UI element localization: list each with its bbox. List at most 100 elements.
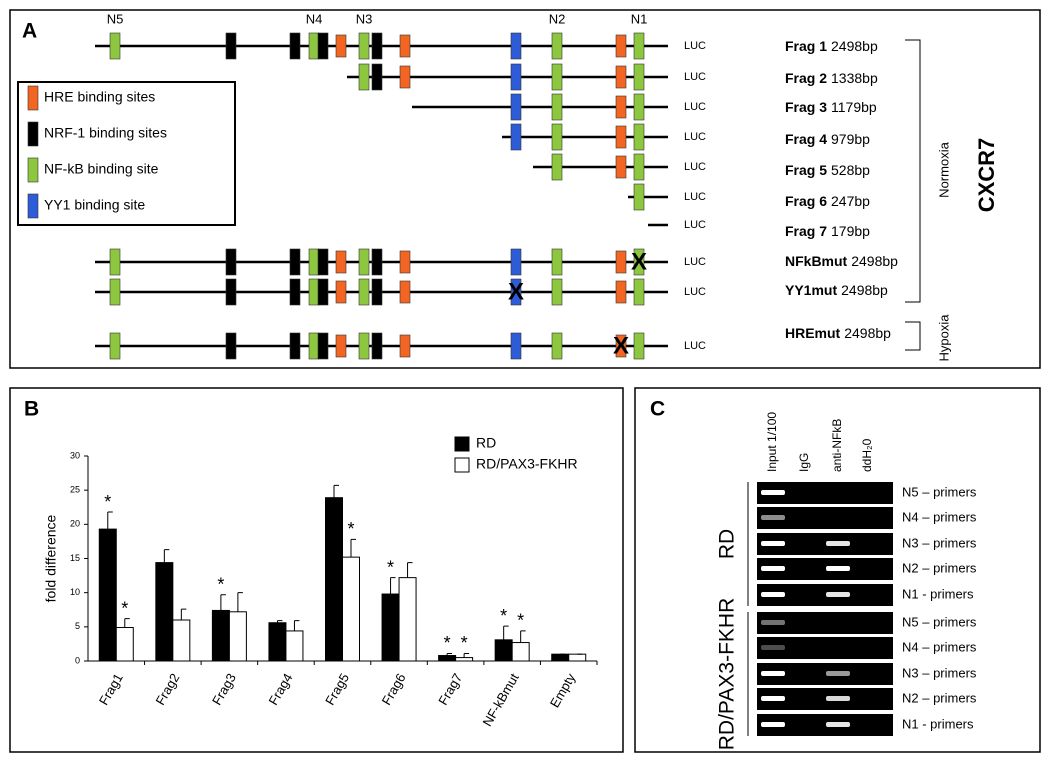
binding-site bbox=[399, 65, 411, 89]
binding-site bbox=[551, 278, 563, 306]
binding-site bbox=[335, 280, 347, 304]
binding-site bbox=[335, 334, 347, 358]
error-bar bbox=[220, 594, 226, 611]
primer-label: N1 - primers bbox=[902, 586, 974, 601]
site-label: N2 bbox=[549, 11, 566, 26]
gel-band bbox=[761, 696, 785, 701]
gel-strip bbox=[757, 612, 893, 634]
binding-site bbox=[317, 32, 329, 60]
legend-swatch bbox=[27, 157, 39, 183]
construct-size: 247bp bbox=[831, 193, 870, 209]
legend-swatch bbox=[27, 121, 39, 147]
group-label: RD bbox=[716, 529, 739, 559]
construct-name: Frag 7 bbox=[785, 223, 827, 239]
binding-site bbox=[371, 63, 383, 91]
binding-site bbox=[551, 332, 563, 360]
primer-label: N5 – primers bbox=[902, 484, 977, 499]
significance-mark: * bbox=[217, 574, 224, 594]
condition-label: Normoxia bbox=[936, 141, 951, 197]
panel-letter: A bbox=[22, 20, 37, 43]
binding-site bbox=[399, 250, 411, 274]
gel-strip bbox=[757, 584, 893, 606]
construct-size: 528bp bbox=[831, 162, 870, 178]
construct-label: YY1mut 2498bp bbox=[785, 282, 888, 298]
condition-label: Hypoxia bbox=[936, 314, 951, 362]
primer-label: N4 – primers bbox=[902, 509, 977, 524]
construct-name: Frag 2 bbox=[785, 70, 827, 86]
gel-strip bbox=[757, 507, 893, 529]
binding-site bbox=[289, 32, 301, 60]
bar bbox=[115, 627, 134, 662]
binding-site bbox=[615, 280, 627, 304]
binding-site bbox=[358, 278, 370, 306]
construct-name: Frag 5 bbox=[785, 162, 827, 178]
lane-label: Input 1/100 bbox=[765, 412, 779, 472]
significance-mark: * bbox=[387, 557, 394, 577]
gel-band bbox=[761, 515, 785, 520]
binding-site bbox=[317, 278, 329, 306]
construct-label: HREmut 2498bp bbox=[785, 325, 891, 341]
gel-band bbox=[826, 592, 850, 597]
site-label: N1 bbox=[631, 11, 648, 26]
binding-site bbox=[633, 153, 645, 181]
bar bbox=[285, 630, 304, 662]
legend-label: YY1 binding site bbox=[44, 197, 145, 213]
binding-site bbox=[615, 125, 627, 149]
legend-swatch bbox=[27, 85, 39, 111]
construct-name: NFkBmut bbox=[785, 253, 848, 269]
binding-site bbox=[317, 332, 329, 360]
reporter-label: LUC bbox=[684, 219, 706, 231]
legend-label: NF-kB binding site bbox=[44, 161, 159, 177]
reporter-label: LUC bbox=[684, 191, 706, 203]
error-bar bbox=[163, 549, 170, 563]
binding-site bbox=[335, 250, 347, 274]
binding-site bbox=[225, 332, 237, 360]
x-tick-label: Frag7 bbox=[435, 671, 465, 708]
legend-swatch bbox=[454, 457, 470, 473]
bar bbox=[568, 653, 587, 662]
gel-band bbox=[761, 541, 785, 546]
binding-site bbox=[633, 93, 645, 121]
bar bbox=[551, 653, 570, 662]
panel-a-frame bbox=[9, 9, 1041, 369]
bar bbox=[211, 609, 230, 662]
x-tick-label: Frag3 bbox=[209, 671, 239, 708]
gel-band bbox=[826, 671, 850, 676]
construct-size: 1179bp bbox=[831, 99, 877, 115]
error-bar bbox=[107, 511, 113, 530]
construct-name: Frag 6 bbox=[785, 193, 827, 209]
binding-site bbox=[551, 63, 563, 91]
legend-label: RD bbox=[476, 435, 496, 451]
bar bbox=[228, 611, 247, 662]
binding-site bbox=[615, 34, 627, 58]
site-label: N4 bbox=[306, 11, 323, 26]
gel-band bbox=[826, 566, 850, 571]
reporter-label: LUC bbox=[684, 40, 706, 52]
binding-site bbox=[510, 248, 522, 276]
bar bbox=[438, 655, 457, 662]
bar bbox=[381, 593, 400, 662]
binding-site bbox=[289, 332, 301, 360]
x-tick-label: Frag1 bbox=[96, 671, 126, 708]
binding-site bbox=[615, 334, 627, 358]
legend-label: NRF-1 binding sites bbox=[44, 125, 167, 141]
binding-site bbox=[371, 332, 383, 360]
gel-band bbox=[761, 620, 785, 625]
x-tick-label: Frag4 bbox=[266, 671, 296, 708]
primer-label: N3 – primers bbox=[902, 535, 977, 550]
binding-site bbox=[371, 248, 383, 276]
binding-site bbox=[317, 248, 329, 276]
y-tick-label: 5 bbox=[75, 621, 80, 631]
binding-site bbox=[358, 332, 370, 360]
binding-site bbox=[289, 278, 301, 306]
mutation-mark: X bbox=[631, 248, 647, 275]
legend-swatch bbox=[454, 436, 470, 452]
error-bar bbox=[293, 620, 300, 631]
error-bar bbox=[350, 538, 356, 558]
binding-site bbox=[399, 34, 411, 58]
binding-site bbox=[633, 248, 645, 276]
error-bar bbox=[180, 608, 187, 620]
binding-site bbox=[551, 93, 563, 121]
binding-site bbox=[510, 123, 522, 151]
group-label: RD/PAX3-FKHR bbox=[716, 598, 739, 750]
